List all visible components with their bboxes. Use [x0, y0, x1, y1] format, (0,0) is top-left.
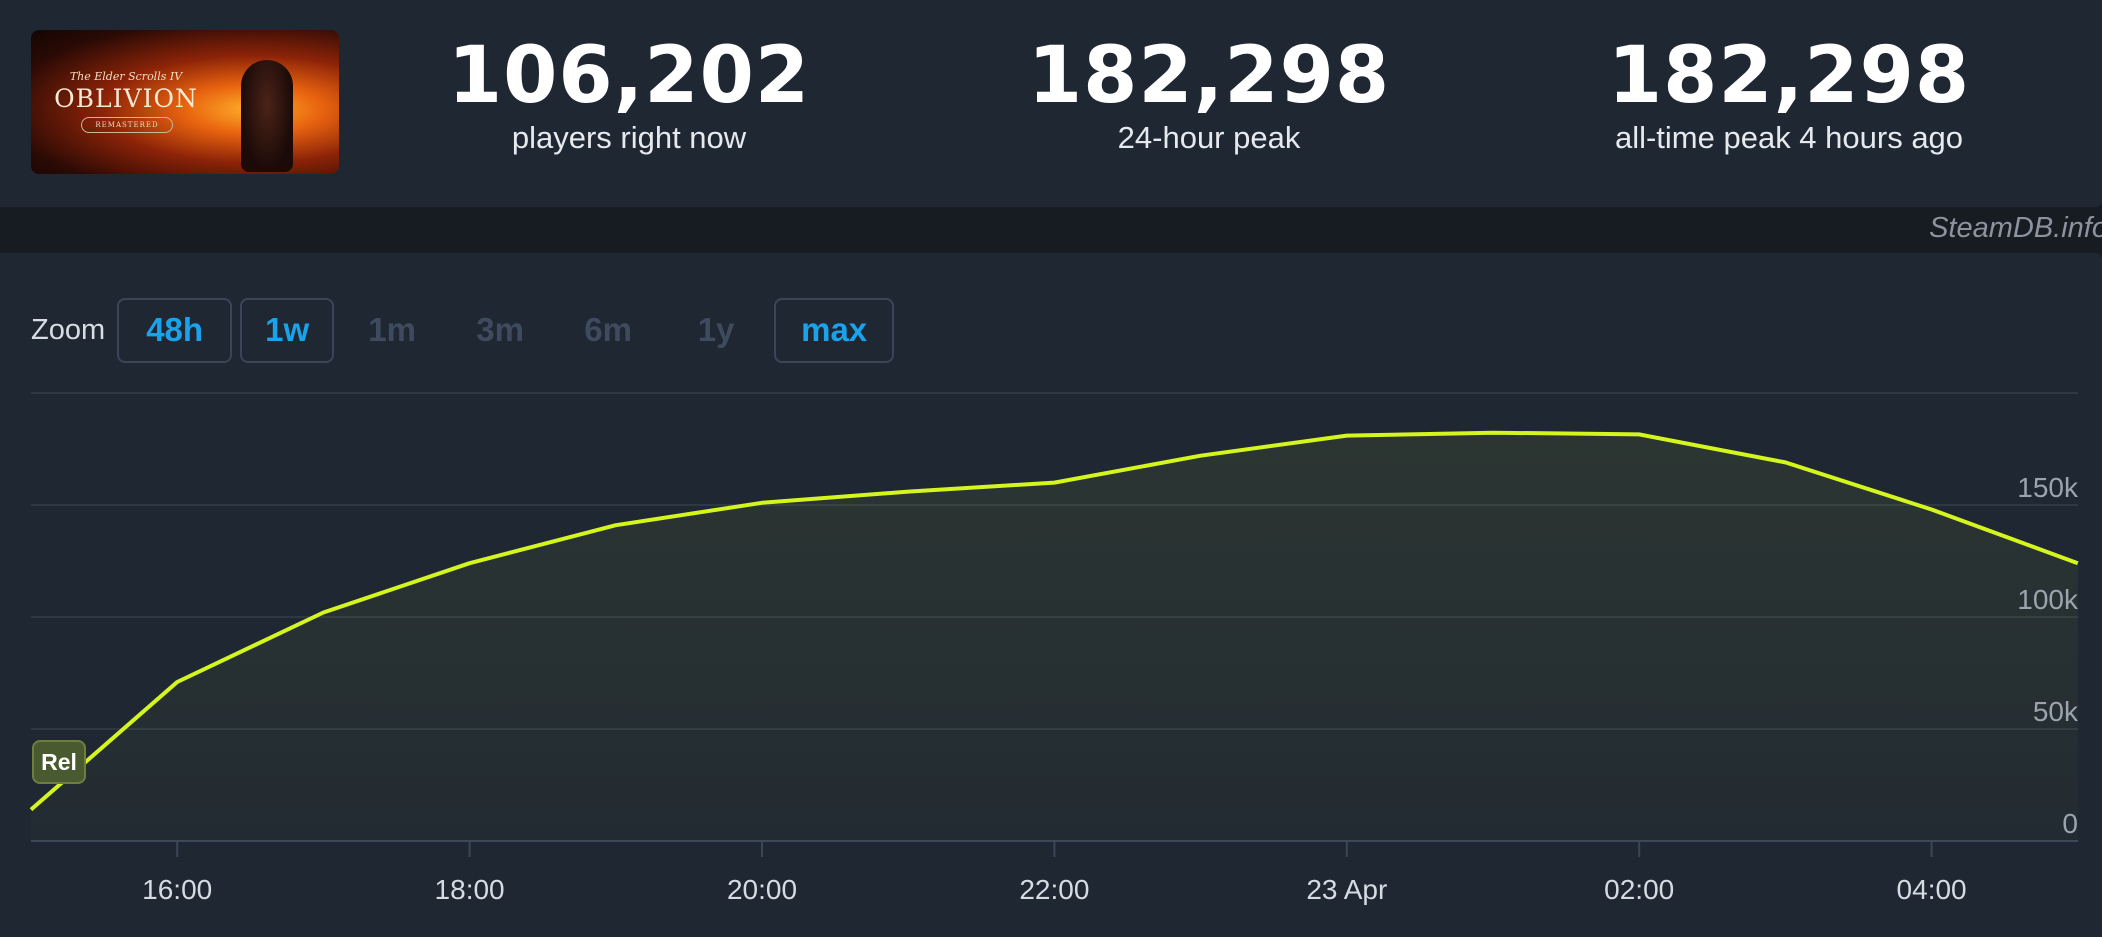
stat-24h-peak: 182,298 24-hour peak — [949, 32, 1469, 156]
zoom-3m-button[interactable]: 3m — [476, 311, 524, 348]
data-point[interactable] — [320, 610, 326, 616]
data-point[interactable] — [1929, 506, 1935, 512]
data-point[interactable] — [1490, 430, 1496, 436]
zoom-label: Zoom — [31, 313, 106, 346]
stat-value: 182,298 — [1027, 31, 1391, 121]
zoom-48h-button[interactable]: 48h — [117, 297, 233, 363]
data-point[interactable] — [1051, 480, 1057, 486]
release-marker[interactable]: Rel — [32, 740, 86, 784]
data-point[interactable] — [1636, 431, 1642, 437]
x-tick-label: 22:00 — [1019, 874, 1089, 905]
data-point[interactable] — [905, 489, 911, 495]
data-point[interactable] — [467, 560, 473, 566]
data-point[interactable] — [1198, 453, 1204, 459]
stat-value: 106,202 — [447, 31, 811, 121]
x-tick-label: 23 Apr — [1306, 874, 1387, 905]
zoom-1m-button[interactable]: 1m — [368, 311, 416, 348]
data-point[interactable] — [28, 807, 34, 813]
y-tick-label: 150k — [2017, 472, 2079, 503]
x-tick-label: 20:00 — [727, 874, 797, 905]
data-point[interactable] — [2075, 560, 2081, 566]
y-tick-label: 50k — [2033, 696, 2079, 727]
data-point[interactable] — [1782, 459, 1788, 465]
knight-figure — [241, 60, 293, 172]
stat-label: players right now — [511, 120, 747, 155]
zoom-max-button[interactable]: max — [774, 297, 895, 363]
stat-value: 182,298 — [1607, 31, 1971, 121]
stat-players-now: 106,202 players right now — [369, 32, 889, 156]
series-line[interactable] — [29, 430, 2079, 812]
zoom-1y-button[interactable]: 1y — [697, 311, 735, 348]
y-tick-label: 100k — [2017, 584, 2079, 615]
zoom-1w-button[interactable]: 1w — [240, 297, 335, 363]
x-tick-label: 02:00 — [1604, 874, 1674, 905]
game-art-title: OBLIVION — [54, 84, 198, 113]
x-tick-label: 04:00 — [1897, 874, 1967, 905]
game-cover-image[interactable]: The Elder Scrolls IV OBLIVION REMASTERED — [31, 30, 339, 174]
stats-panel: The Elder Scrolls IV OBLIVION REMASTERED… — [0, 0, 2102, 207]
y-tick-label: 0 — [2062, 808, 2078, 839]
steamdb-watermark: SteamDB.info — [1929, 212, 2102, 244]
data-point[interactable] — [613, 522, 619, 528]
game-art-badge: REMASTERED — [81, 117, 173, 133]
zoom-controls: Zoom 48h 1w 1m 3m 6m 1y max — [31, 297, 902, 363]
x-tick-label: 18:00 — [435, 874, 505, 905]
data-point[interactable] — [759, 500, 765, 506]
stat-label: all-time peak 4 hours ago — [1614, 120, 1964, 155]
zoom-6m-button[interactable]: 6m — [584, 311, 632, 348]
series-area — [31, 432, 2078, 841]
stat-label: 24-hour peak — [1117, 120, 1301, 155]
stat-all-time-peak: 182,298 all-time peak 4 hours ago — [1529, 32, 2049, 156]
x-tick-label: 16:00 — [142, 874, 212, 905]
data-point[interactable] — [174, 679, 180, 685]
data-point[interactable] — [1344, 433, 1350, 439]
game-art-subtitle: The Elder Scrolls IV — [69, 70, 183, 83]
